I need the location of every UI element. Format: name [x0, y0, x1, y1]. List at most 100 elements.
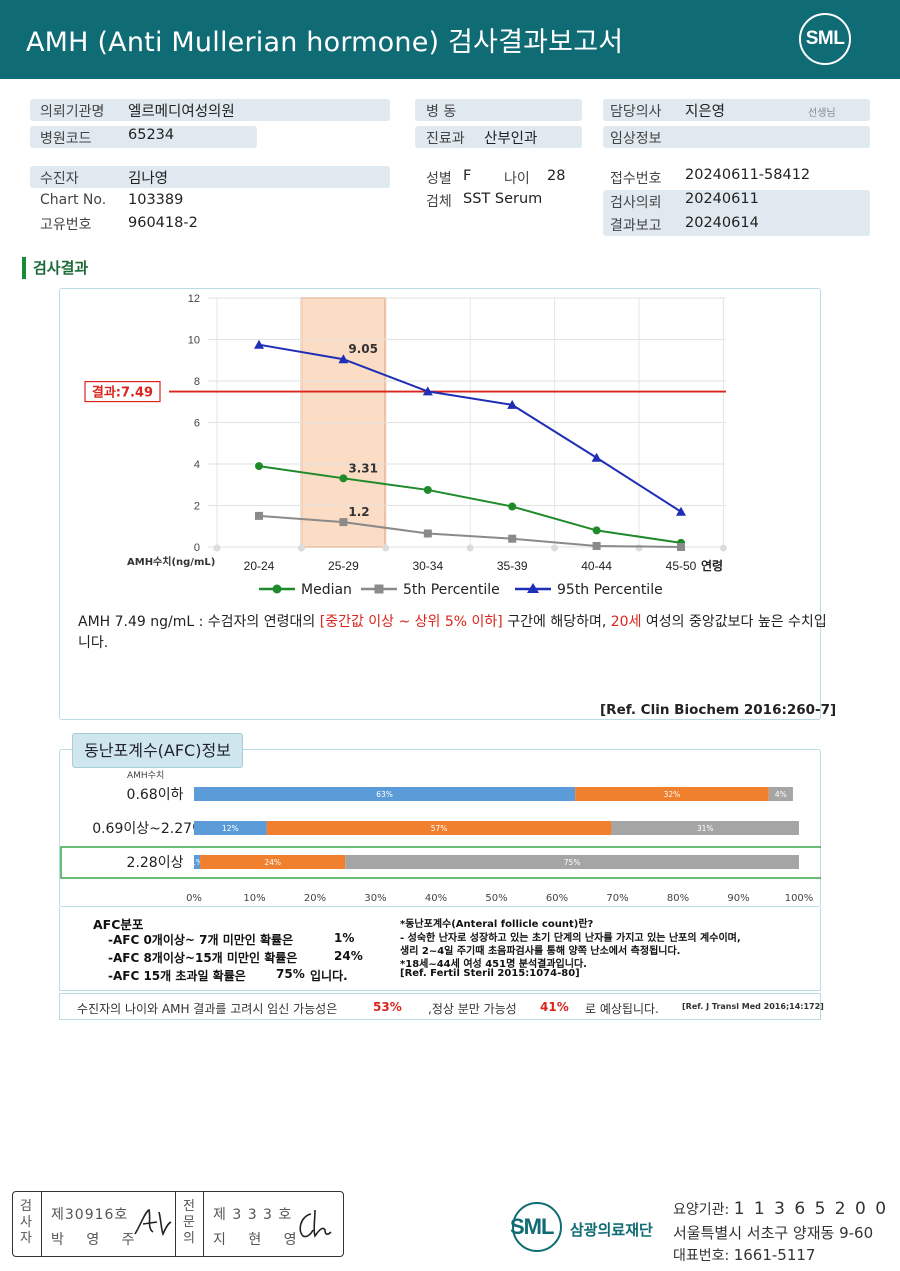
- footer-logo-circle: [512, 1202, 562, 1252]
- y-tick-label: 10: [188, 335, 200, 347]
- p5-point: [677, 543, 685, 551]
- report-title: AMH (Anti Mullerian hormone) 검사결과보고서: [26, 27, 624, 58]
- afc-segment: [194, 787, 576, 801]
- doctor-value: 지은영: [685, 104, 726, 120]
- specimen-value: SST Serum: [463, 191, 543, 207]
- result-label: 결과:7.49: [92, 385, 153, 401]
- legend-marker: [272, 584, 282, 594]
- legend-label: 95th Percentile: [557, 582, 663, 598]
- afc-axis-label: 100%: [785, 893, 814, 904]
- afc-note-1: *동난포계수(Anteral follicle count)란?: [400, 919, 594, 930]
- afc-amh-label: AMH수치: [127, 769, 164, 781]
- legend-label: 5th Percentile: [403, 582, 500, 598]
- afc-note-4: *18세~44세 여성 451명 분석결과입니다.: [400, 959, 587, 970]
- desc-age: 20세: [610, 614, 642, 630]
- dept-value: 산부인과: [484, 131, 538, 147]
- y-tick-label: 2: [194, 501, 200, 513]
- afc-note-5: [Ref. Fertil Steril 2015:1074-80]: [400, 968, 580, 979]
- p95-point: [676, 506, 686, 516]
- afc-segment-label: 63%: [376, 790, 393, 799]
- ward-bar: [415, 99, 582, 121]
- conclusion-delivery: 41%: [540, 1000, 569, 1014]
- y-axis-label: AMH수치(ng/mL): [127, 555, 215, 568]
- data-label: 3.31: [348, 461, 378, 475]
- footer-phone: 대표번호: 1661-5117: [673, 1246, 816, 1264]
- request-value: 20240611: [685, 191, 759, 207]
- median-point: [592, 526, 601, 535]
- report-header: AMH (Anti Mullerian hormone) 검사결과보고서 SML: [0, 0, 900, 79]
- p5-point: [423, 529, 432, 538]
- afc-segment: [768, 787, 793, 801]
- afc-segment-label: 75%: [564, 858, 581, 867]
- clinical-label: 임상정보: [610, 131, 662, 147]
- legend-marker: [374, 584, 384, 594]
- report-label: 결과보고: [610, 218, 662, 234]
- median-point: [339, 474, 348, 483]
- afc-axis-label: 60%: [546, 893, 568, 904]
- x-tick-label: 25-29: [328, 559, 359, 573]
- conclusion-pregnancy: 53%: [373, 1000, 402, 1014]
- desc-prefix: AMH 7.49 ng/mL : 수검자의 연령대의: [78, 614, 320, 630]
- institution-value: 엘르메디여성의원: [128, 104, 235, 120]
- sig-divider-2: [175, 1192, 176, 1256]
- inspector-no: 제30916호: [51, 1207, 129, 1223]
- signature-box: 검사자 제30916호 박 영 주 전문의 제 3 3 3 호 지 현 영: [12, 1191, 344, 1257]
- conclusion-suffix: 로 예상됩니다.: [585, 1002, 659, 1016]
- p5-point: [508, 534, 517, 543]
- clinical-bar: [603, 126, 870, 148]
- series-line-median: [258, 465, 682, 544]
- afc-row-label: 2.28이상: [127, 855, 184, 871]
- afc-segment: [194, 855, 201, 869]
- x-grid-dot: [719, 544, 727, 552]
- specialist-label: 전문의: [183, 1199, 195, 1246]
- median-point: [255, 462, 263, 471]
- afc-segment-label: 1%: [191, 858, 203, 867]
- hospital-code-value: 65234: [128, 127, 175, 143]
- dept-bar: [415, 126, 582, 148]
- report-value: 20240614: [685, 215, 759, 231]
- x-tick-label: 40-44: [581, 559, 612, 573]
- ward-label: 병 동: [426, 104, 457, 120]
- receipt-value: 20240611-58412: [685, 167, 811, 183]
- afc-segment: [611, 821, 799, 835]
- afc-segment: [266, 821, 612, 835]
- afc-axis-label: 0%: [186, 893, 202, 904]
- chart-frame: [59, 288, 821, 720]
- inspector-label: 검사자: [20, 1199, 32, 1246]
- p95-point: [338, 354, 349, 364]
- afc-axis-label: 10%: [243, 893, 265, 904]
- hospital-code-label: 병원코드: [40, 131, 92, 147]
- specialist-signature: [299, 1209, 332, 1238]
- result-label-box: [84, 380, 161, 403]
- p95-point: [254, 339, 264, 349]
- afc-row-highlight: [60, 846, 821, 879]
- legend-marker: [527, 583, 539, 593]
- age-value: 28: [547, 168, 566, 184]
- inspector-name: 박 영 주: [51, 1232, 144, 1248]
- specialist-name: 지 현 영: [213, 1232, 306, 1248]
- afc-axis-label: 40%: [425, 893, 447, 904]
- afc-dist-line-3: -AFC 15개 초과일 확률은: [108, 969, 246, 983]
- specimen-label: 검체: [426, 194, 452, 210]
- conclusion-middle: ,정상 분만 가능성: [428, 1002, 517, 1016]
- x-grid-dot: [466, 544, 474, 552]
- patient-label: 수진자: [40, 171, 79, 187]
- institution-label: 의뢰기관명: [40, 104, 105, 120]
- afc-axis-label: 20%: [304, 893, 326, 904]
- afc-segment-label: 32%: [664, 790, 681, 799]
- afc-tab: 동난포계수(AFC)정보: [72, 733, 243, 768]
- afc-row-label: 0.68이하: [127, 787, 184, 803]
- hospital-code-bar: [30, 126, 257, 148]
- desc-suffix: 여성의 중앙값보다 높은 수치입니다.: [78, 614, 827, 651]
- afc-dist-pct-2: 24%: [334, 949, 363, 963]
- p5-point: [255, 511, 263, 520]
- afc-bar-chart: AMH수치 0.68이하 63% 32% 4% 0.69이상~2.27이하 12% 57% 31…: [60, 769, 821, 904]
- sex-value: F: [463, 168, 472, 184]
- afc-axis-label: 50%: [485, 893, 507, 904]
- afc-axis-label: 70%: [606, 893, 628, 904]
- receipt-label: 접수번호: [610, 171, 662, 187]
- section-title: 검사결과: [22, 257, 88, 279]
- conclusion-prefix: 수진자의 나이와 AMH 결과를 고려시 임신 가능성은: [77, 1002, 338, 1016]
- x-tick-label: 30-34: [412, 559, 443, 573]
- amh-line-chart: 0 2 4 6 8 10 12 20-24 25-29 30-34 35-39 40-44 45-50 A…: [84, 293, 727, 598]
